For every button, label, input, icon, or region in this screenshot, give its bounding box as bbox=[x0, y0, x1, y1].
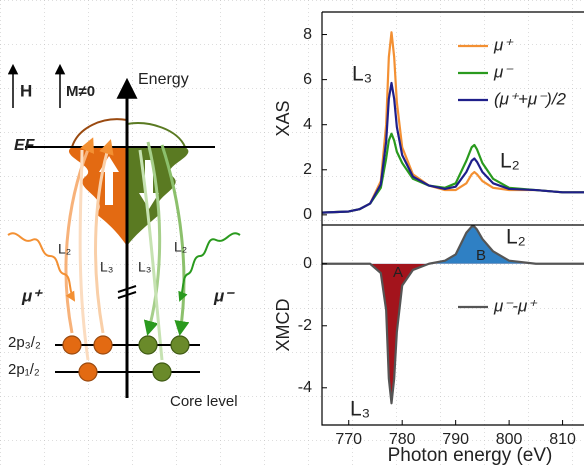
fill-group bbox=[322, 263, 584, 404]
y-tick-label: 6 bbox=[303, 71, 312, 88]
area-negative bbox=[322, 263, 584, 404]
y-axis-label: XMCD bbox=[273, 299, 293, 352]
annotation: A bbox=[393, 264, 403, 281]
x-tick-label: 810 bbox=[549, 431, 576, 448]
legend-label: μ⁻-μ⁺ bbox=[493, 296, 538, 315]
panel-frame bbox=[321, 11, 584, 225]
x-tick-label: 800 bbox=[496, 431, 523, 448]
lines bbox=[322, 225, 584, 405]
legend-label: μ⁺ bbox=[493, 35, 514, 54]
legend-label: μ⁻ bbox=[493, 62, 514, 81]
polarization-label: μ⁻ bbox=[213, 286, 235, 305]
core-electrons-up bbox=[62, 335, 113, 382]
y-tick-label: 0 bbox=[303, 255, 312, 272]
transition bbox=[78, 149, 90, 361]
y-tick-label: -4 bbox=[298, 379, 312, 396]
y-tick-label: 0 bbox=[303, 206, 312, 223]
lines bbox=[322, 31, 584, 214]
y-axis-label: XAS bbox=[273, 100, 293, 136]
core-electrons-down bbox=[138, 335, 190, 382]
annotation: L₃ bbox=[352, 63, 372, 86]
y-tick-label: 2 bbox=[303, 161, 312, 178]
photon bbox=[7, 232, 76, 302]
spin-down-arrow bbox=[139, 160, 159, 209]
y-tick-label: 4 bbox=[303, 116, 312, 133]
polarization-label: μ⁺ bbox=[21, 286, 43, 305]
annotation: L₂ bbox=[506, 226, 526, 249]
x-tick-label: 780 bbox=[389, 431, 416, 448]
transition-label: L₂ bbox=[174, 239, 187, 255]
field-label: H bbox=[20, 81, 32, 100]
transition-label: L₃ bbox=[138, 259, 152, 275]
annotation: B bbox=[476, 247, 486, 264]
series-line bbox=[322, 81, 584, 214]
x-tick-label: 790 bbox=[442, 431, 469, 448]
core-label: Core level bbox=[170, 393, 238, 410]
panel-frame bbox=[321, 224, 584, 426]
x-tick-label: 770 bbox=[335, 431, 362, 448]
diagram: H M≠0 Energy EF L₂ L₃ L₃ L₂ μ⁺ μ⁻ bbox=[7, 63, 241, 410]
transition bbox=[64, 137, 95, 334]
x-axis-label: Photon energy (eV) bbox=[388, 445, 553, 466]
energy-label: Energy bbox=[138, 71, 189, 88]
photon bbox=[178, 232, 241, 302]
axis-break bbox=[117, 291, 137, 299]
annotation: L₃ bbox=[350, 398, 370, 421]
dos-down-empty bbox=[126, 122, 186, 148]
transition bbox=[160, 144, 190, 336]
field-label: M≠0 bbox=[66, 83, 95, 100]
transition-label: L₂ bbox=[58, 241, 71, 257]
legend-label: (μ⁺+μ⁻)/2 bbox=[494, 89, 567, 108]
axis-break bbox=[117, 285, 137, 293]
y-tick-label: -2 bbox=[298, 317, 312, 334]
fermi-label: EF bbox=[14, 137, 36, 154]
y-tick-label: 8 bbox=[303, 26, 312, 43]
series-line bbox=[322, 225, 584, 405]
dos-up-empty bbox=[71, 118, 128, 148]
transition bbox=[94, 139, 114, 334]
transition bbox=[143, 141, 162, 336]
transition bbox=[138, 149, 164, 361]
level-label: 2p₁/₂ bbox=[8, 361, 40, 378]
transition-label: L₃ bbox=[100, 259, 114, 275]
annotation: L₂ bbox=[500, 150, 520, 173]
level-label: 2p₃/₂ bbox=[8, 334, 41, 351]
